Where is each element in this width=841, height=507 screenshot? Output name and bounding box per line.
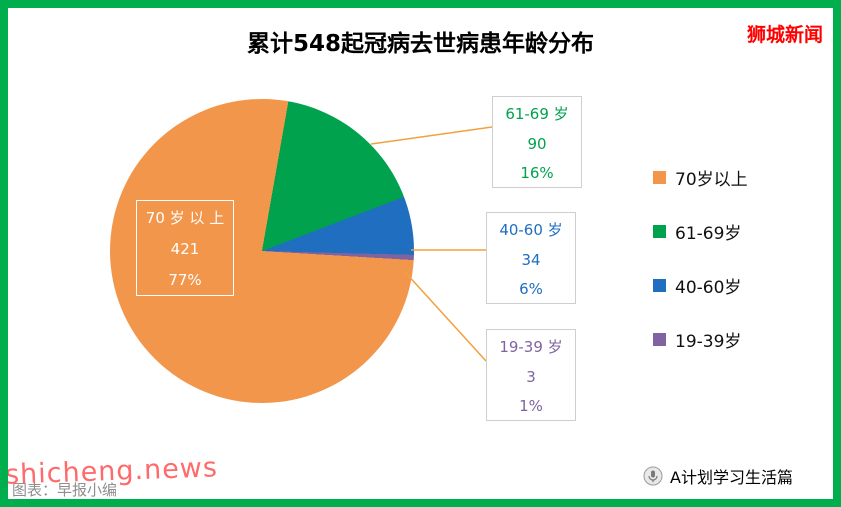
legend-label-19-39: 19-39岁	[675, 332, 742, 352]
legend-item-40-60: 40-60岁	[653, 273, 748, 298]
credit-text: 图表：早报小编	[12, 481, 118, 499]
legend-swatch-61-69	[653, 225, 666, 238]
legend-item-61-69: 61-69岁	[653, 219, 748, 244]
legend-item-19-39: 19-39岁	[653, 327, 748, 352]
legend: 70岁以上 61-69岁 40-60岁 19-39岁	[653, 165, 748, 381]
chart-title: 累计548起冠病去世病患年龄分布	[246, 31, 594, 57]
callout-19-39-age: 19-39 岁	[499, 337, 563, 356]
callout-19-39-value: 3	[526, 367, 536, 386]
legend-label-70plus: 70岁以上	[675, 170, 748, 190]
channel-name: A计划学习生活篇	[670, 468, 793, 487]
legend-label-61-69: 61-69岁	[675, 224, 742, 244]
channel-label: A计划学习生活篇	[643, 464, 793, 488]
legend-swatch-19-39	[653, 333, 666, 346]
legend-swatch-40-60	[653, 279, 666, 292]
callout-40-60-percent: 6%	[519, 279, 543, 298]
callout-19-39: 19-39 岁 3 1%	[486, 329, 576, 421]
legend-label-40-60: 40-60岁	[675, 278, 742, 298]
callout-40-60: 40-60 岁 34 6%	[486, 212, 576, 304]
callout-61-69-value: 90	[527, 134, 547, 153]
microphone-icon	[643, 466, 663, 486]
pie-label-70plus-age: 70 岁 以 上	[145, 209, 225, 228]
watermark: shicheng.news	[4, 452, 219, 491]
pie-chart	[110, 99, 414, 403]
callout-40-60-age: 40-60 岁	[499, 220, 563, 239]
legend-swatch-70plus	[653, 171, 666, 184]
pie-label-70plus: 70 岁 以 上 421 77%	[136, 200, 234, 296]
callout-19-39-percent: 1%	[519, 396, 543, 415]
brand-logo: 狮城新闻	[746, 24, 823, 46]
callout-61-69-percent: 16%	[520, 163, 554, 182]
legend-item-70plus: 70岁以上	[653, 165, 748, 190]
callout-61-69: 61-69 岁 90 16%	[492, 96, 582, 188]
callout-61-69-age: 61-69 岁	[505, 104, 569, 123]
callout-40-60-value: 34	[521, 250, 541, 269]
pie-label-70plus-value: 421	[170, 240, 200, 259]
pie-label-70plus-percent: 77%	[168, 270, 202, 289]
